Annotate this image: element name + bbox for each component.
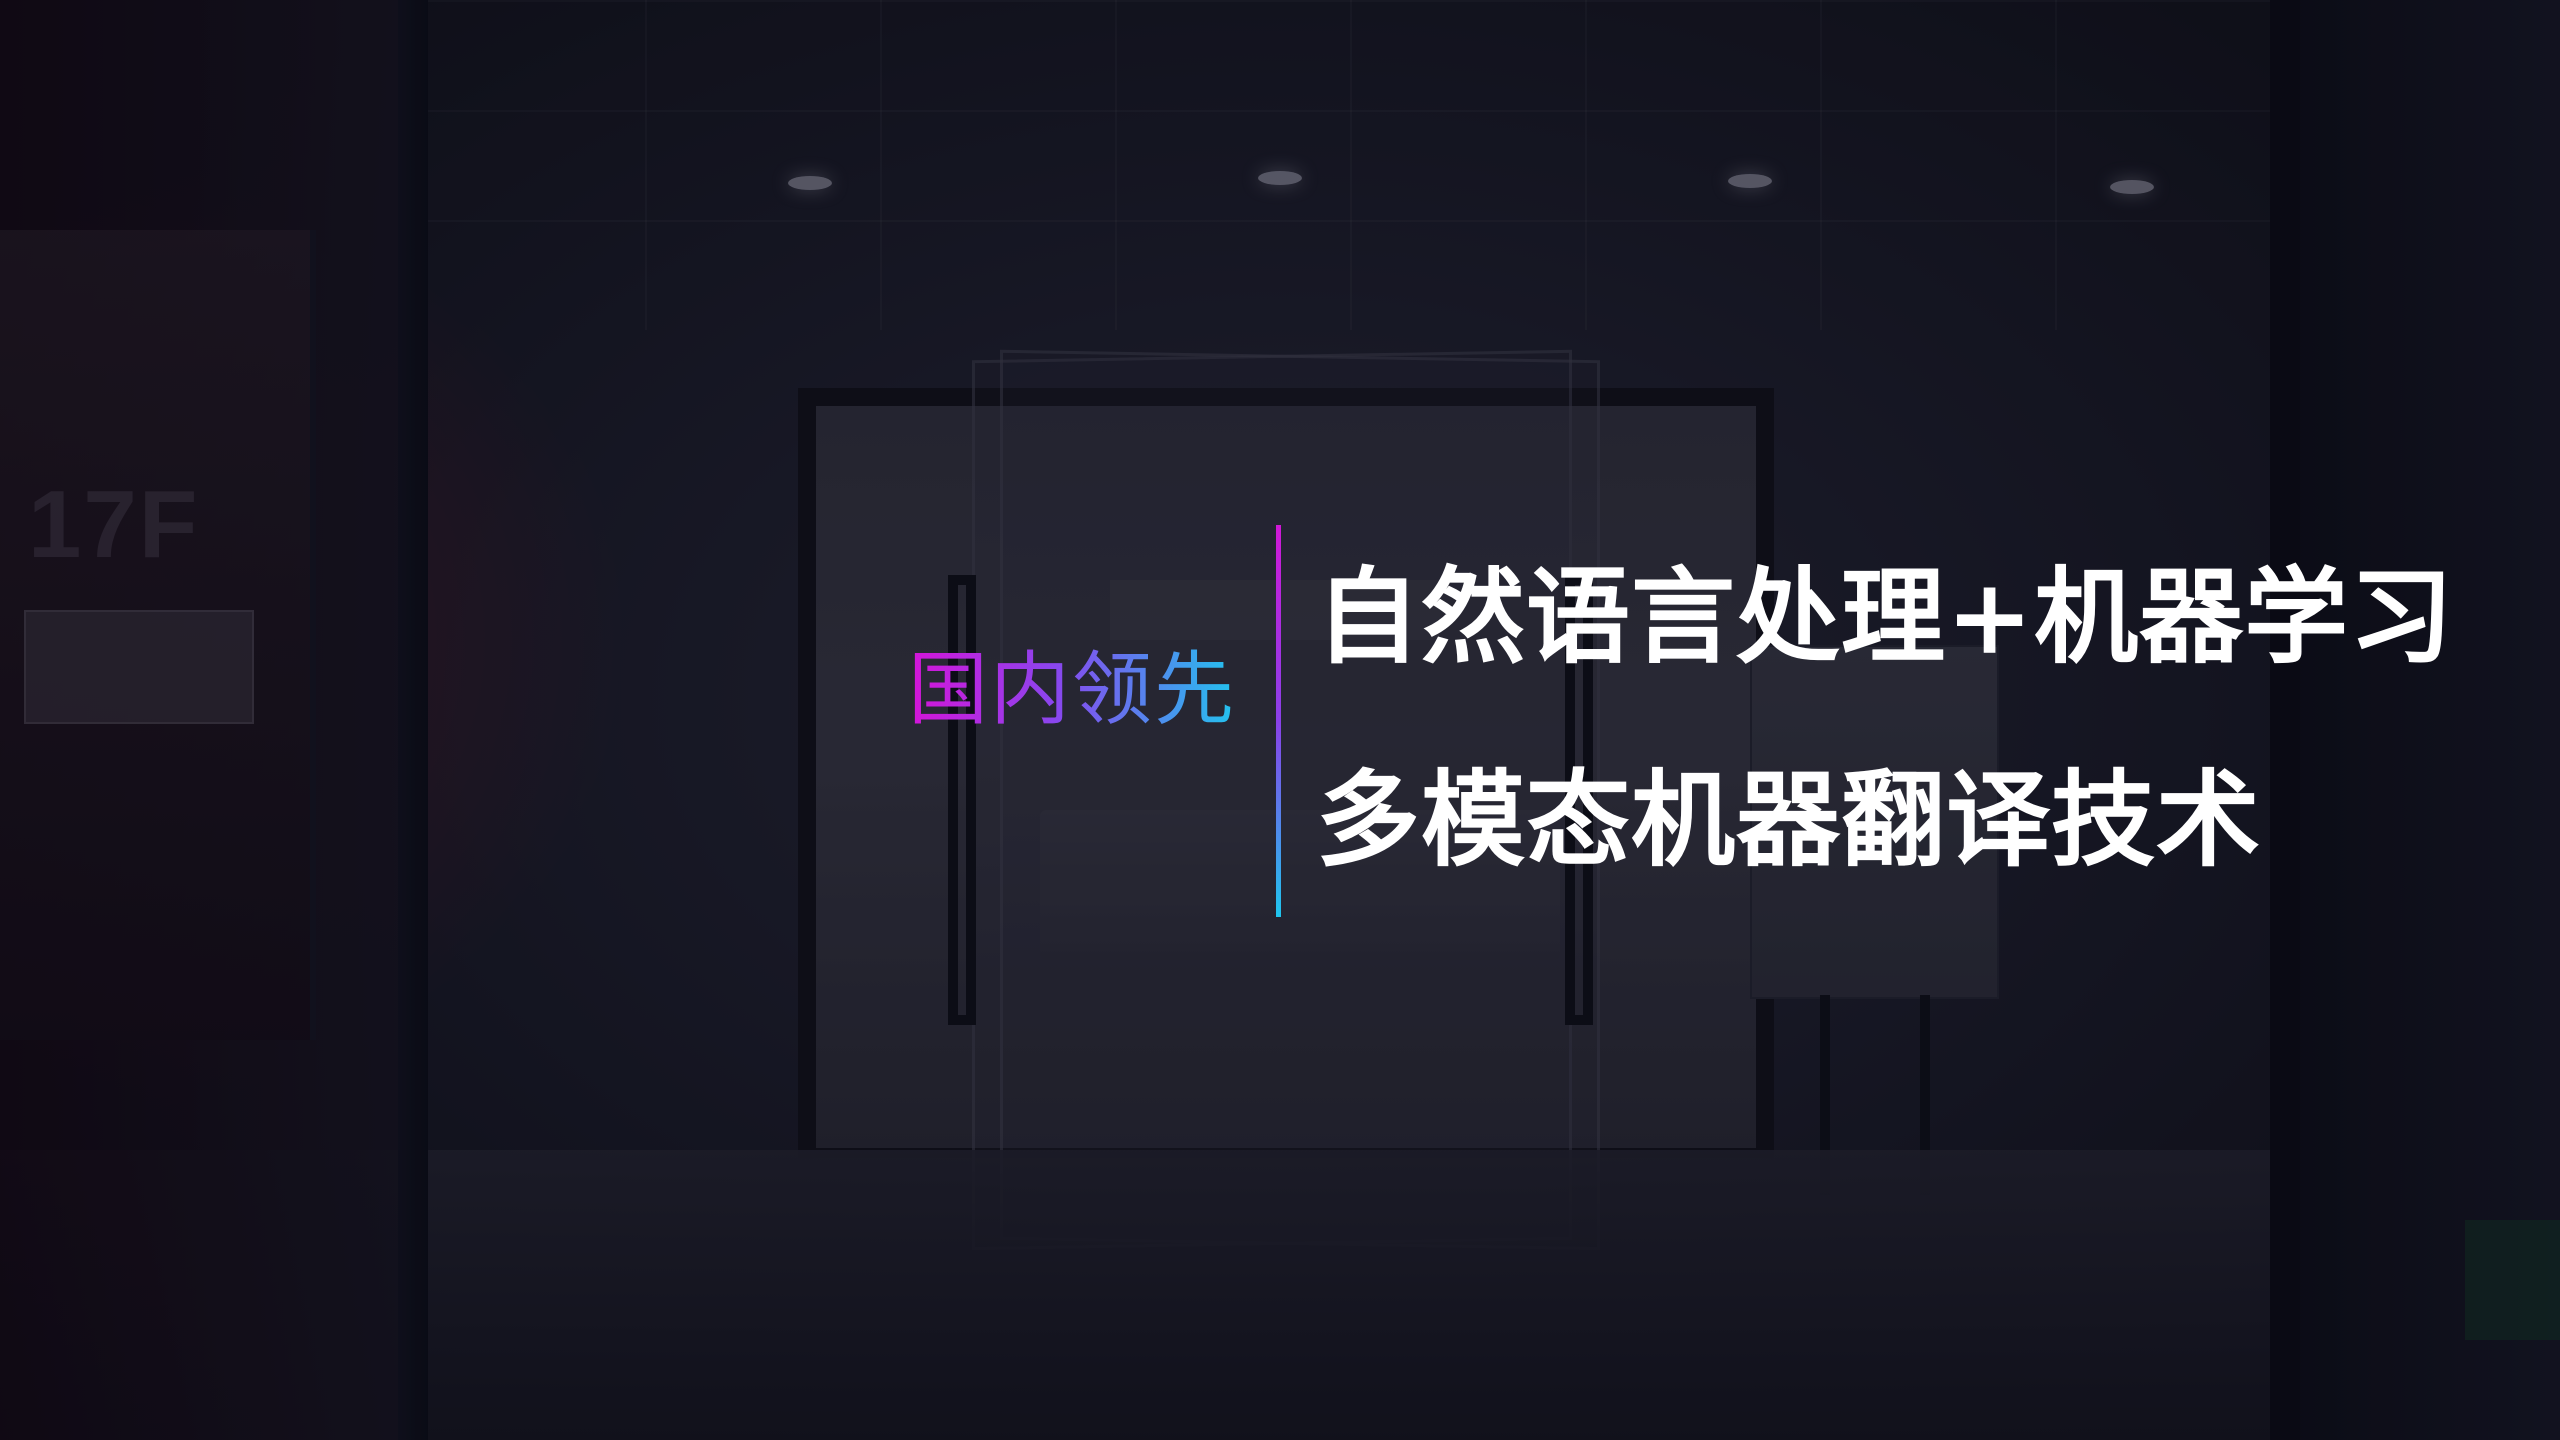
headline-line-1: 自然语言处理+机器学习 [1316,555,2455,678]
right-pillar-edge [2270,0,2300,1440]
ceiling-light [788,176,832,190]
glass-entrance-frame [798,388,1774,1158]
poster-stand [1820,995,1930,1195]
floor-number: 17F [28,471,200,578]
door-handle-left [948,575,976,1025]
ceiling-light [2110,180,2154,194]
floor-sign-panel: 17F [0,230,316,1040]
left-pillar-edge [398,0,428,1440]
company-logo-wall [1110,580,1440,640]
ceiling-light [1728,174,1772,188]
exit-sign [2465,1220,2560,1340]
info-poster [1750,645,1999,999]
directory-plaque [24,610,254,724]
gradient-divider [1276,525,1281,917]
headline-line-2: 多模态机器翻译技术 [1316,758,2262,881]
door-handle-right [1565,575,1593,1025]
office-ceiling [410,0,2280,330]
leading-tag: 国内领先 [908,640,1236,740]
right-pillar [2270,0,2560,1440]
ceiling-light [1258,171,1302,185]
reception-desk [1040,810,1560,960]
